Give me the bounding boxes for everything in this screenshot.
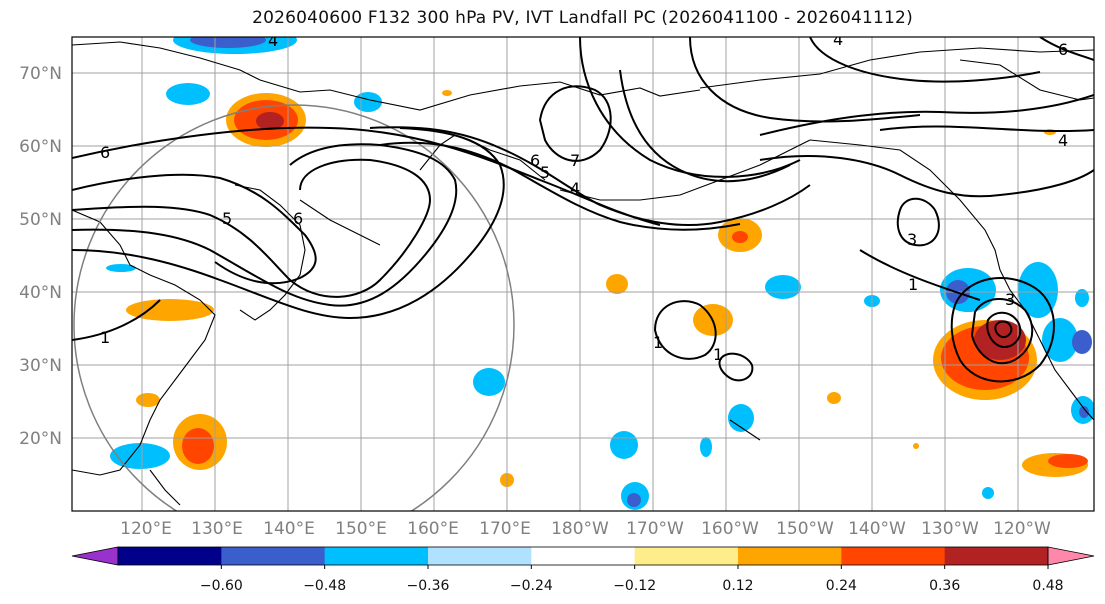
lon-label: 160°W [701, 519, 759, 539]
lon-label: 150°E [335, 519, 387, 539]
map-frame [71, 36, 1095, 512]
lon-label: 140°E [263, 519, 315, 539]
colorbar-tick-label: 0.36 [929, 578, 960, 594]
map-title: 2026040600 F132 300 hPa PV, IVT Landfall… [252, 8, 913, 28]
landfall-radius-ring [73, 104, 515, 511]
colorbar: −0.60 −0.48 −0.36 −0.24 −0.12 0.12 0.24 0.36 0.4… [71, 546, 1095, 594]
colorbar-cell [944, 547, 1049, 565]
contour-label: 3 [1005, 290, 1015, 309]
contour-label: 5 [222, 209, 232, 228]
lat-label-70n: 70°N [19, 64, 62, 84]
colorbar-cell [738, 547, 842, 565]
lon-label: 170°E [479, 519, 531, 539]
contour-label: 6 [1058, 40, 1068, 59]
negative-anomaly-shading [106, 37, 1094, 510]
contour-label: 1 [653, 333, 663, 352]
colorbar-tick-label: −0.36 [407, 578, 450, 594]
lon-label: 170°W [626, 519, 684, 539]
contour-label: 4 [268, 31, 278, 50]
colorbar-cell [118, 547, 222, 565]
lat-label-20n: 20°N [19, 429, 62, 449]
lon-label: 130°W [921, 519, 979, 539]
lat-label-60n: 60°N [19, 137, 62, 157]
colorbar-cell [841, 547, 946, 565]
colorbar-tick-label: 0.12 [722, 578, 753, 594]
colorbar-extend-min [71, 546, 119, 566]
lon-label: 150°W [776, 519, 834, 539]
lat-label-50n: 50°N [19, 210, 62, 230]
contour-label: 5 [540, 163, 550, 182]
lon-label: 120°W [993, 519, 1051, 539]
contour-label: 4 [833, 30, 843, 49]
graticule [72, 37, 1094, 511]
lon-label: 120°E [120, 519, 172, 539]
longitude-labels: 120°E 130°E 140°E 150°E 160°E 170°E 180°… [120, 519, 1051, 539]
colorbar-tick-label: 0.48 [1032, 578, 1063, 594]
pv-contours [72, 37, 1094, 383]
contour-label: 6 [100, 143, 110, 162]
lon-label: 180°W [551, 519, 609, 539]
colorbar-extend-max [1047, 546, 1095, 566]
contour-label: 1 [908, 275, 918, 294]
contour-label: 1 [100, 328, 110, 347]
contour-label: 6 [293, 209, 303, 228]
lon-label: 160°E [407, 519, 459, 539]
contour-label: 4 [570, 179, 580, 198]
contour-label: 6 [530, 151, 540, 170]
contour-label: 7 [570, 151, 580, 170]
colorbar-tick-label: −0.60 [200, 578, 243, 594]
colorbar-cell [324, 547, 429, 565]
lon-label: 130°E [191, 519, 243, 539]
colorbar-tick-label: −0.48 [303, 578, 346, 594]
latitude-labels: 70°N 60°N 50°N 40°N 30°N 20°N [19, 64, 62, 449]
colorbar-tick-label: 0.24 [826, 578, 857, 594]
colorbar-cell [531, 547, 636, 565]
lat-label-40n: 40°N [19, 283, 62, 303]
colorbar-tick-label: −0.12 [613, 578, 656, 594]
contour-label: 4 [1058, 131, 1068, 150]
contour-label: 3 [907, 230, 917, 249]
colorbar-tick-label: −0.24 [510, 578, 553, 594]
colorbar-cell [221, 547, 326, 565]
contour-label: 1 [713, 345, 723, 364]
colorbar-cell [428, 547, 532, 565]
colorbar-cell [634, 547, 739, 565]
contour-labels: 6 7 6 5 4 5 6 3 1 1 1 3 1 4 4 6 4 [100, 30, 1068, 364]
lat-label-30n: 30°N [19, 356, 62, 376]
lon-label: 140°W [848, 519, 906, 539]
